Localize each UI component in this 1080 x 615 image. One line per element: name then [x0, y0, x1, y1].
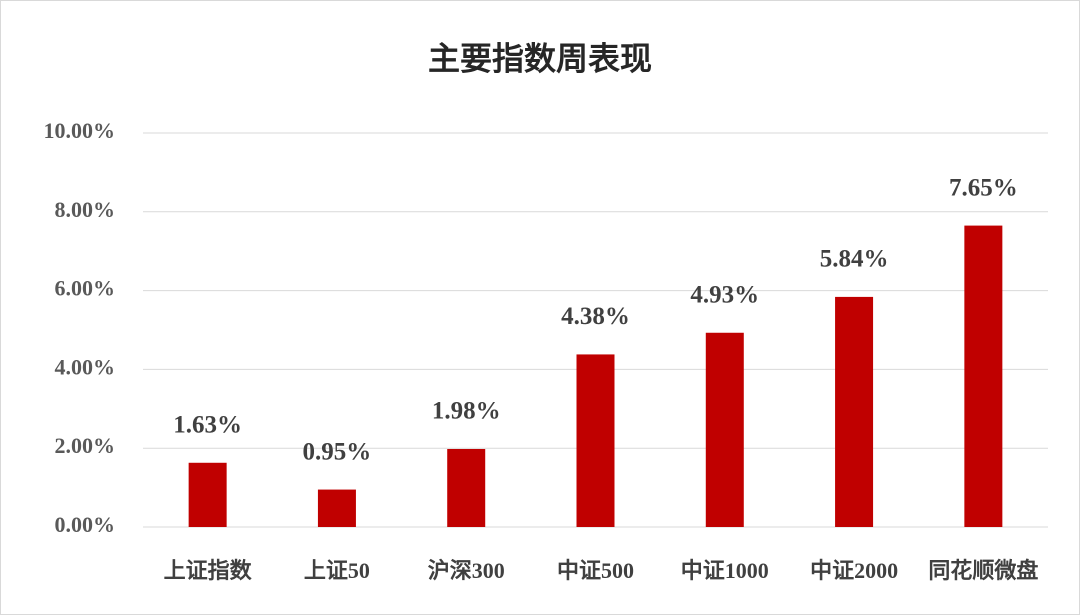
y-tick-label: 8.00% — [55, 197, 116, 222]
bar — [835, 296, 874, 527]
x-tick-label: 中证1000 — [681, 558, 769, 583]
value-label: 7.65% — [949, 174, 1018, 201]
value-label: 4.93% — [690, 281, 759, 308]
bar — [447, 448, 486, 527]
x-tick-label: 同花顺微盘 — [928, 558, 1038, 583]
bar — [705, 332, 744, 527]
y-tick-label: 4.00% — [55, 354, 116, 379]
bar — [964, 225, 1003, 527]
value-label: 0.95% — [303, 438, 372, 465]
value-label: 1.63% — [173, 412, 242, 439]
y-tick-label: 2.00% — [55, 433, 116, 458]
x-tick-label: 中证2000 — [810, 558, 898, 583]
chart-title: 主要指数周表现 — [428, 40, 652, 76]
x-tick-label: 上证指数 — [164, 558, 253, 583]
x-tick-label: 中证500 — [557, 558, 634, 583]
y-tick-label: 0.00% — [55, 512, 116, 537]
bar — [576, 354, 615, 527]
value-label: 1.98% — [432, 398, 501, 425]
x-tick-label: 上证50 — [304, 558, 370, 583]
x-tick-label: 沪深300 — [428, 558, 505, 583]
value-label: 5.84% — [820, 246, 889, 273]
bar — [317, 489, 356, 527]
y-tick-label: 10.00% — [44, 118, 116, 143]
value-label: 4.38% — [561, 303, 630, 330]
bar — [188, 462, 227, 527]
y-tick-label: 6.00% — [55, 276, 116, 301]
